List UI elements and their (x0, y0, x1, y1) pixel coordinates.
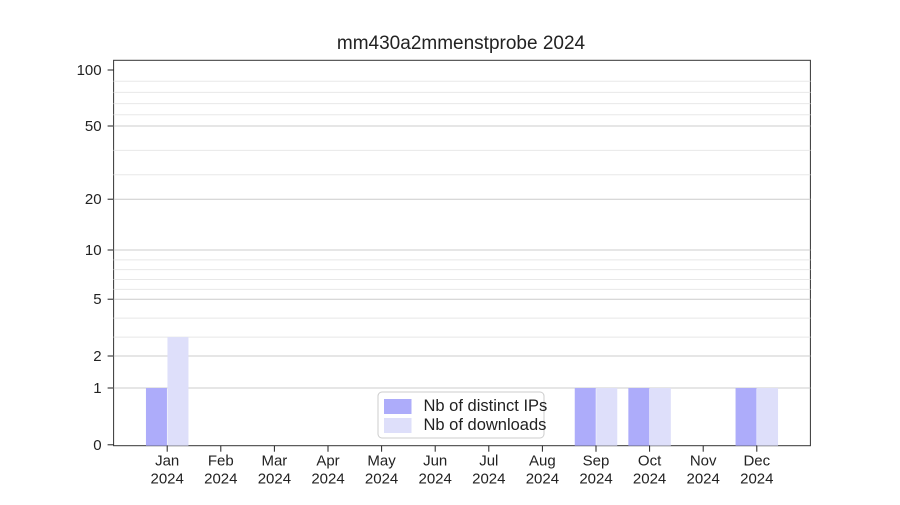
svg-text:2024: 2024 (258, 471, 291, 488)
svg-text:Feb: Feb (208, 453, 234, 470)
svg-text:May: May (367, 453, 396, 470)
svg-text:Jan: Jan (155, 453, 179, 470)
svg-text:2024: 2024 (151, 471, 184, 488)
svg-text:5: 5 (93, 291, 101, 308)
svg-text:10: 10 (85, 242, 102, 259)
svg-text:2: 2 (93, 348, 101, 365)
svg-text:2024: 2024 (472, 471, 505, 488)
svg-text:2024: 2024 (419, 471, 452, 488)
svg-text:2024: 2024 (526, 471, 559, 488)
svg-text:1: 1 (93, 380, 101, 397)
svg-text:2024: 2024 (365, 471, 398, 488)
svg-text:Dec: Dec (743, 453, 770, 470)
svg-text:2024: 2024 (204, 471, 237, 488)
svg-text:20: 20 (85, 191, 102, 208)
svg-text:Nov: Nov (690, 453, 717, 470)
svg-text:2024: 2024 (579, 471, 612, 488)
svg-text:Oct: Oct (638, 453, 662, 470)
svg-text:Sep: Sep (583, 453, 610, 470)
svg-text:2024: 2024 (740, 471, 773, 488)
svg-text:2024: 2024 (311, 471, 344, 488)
svg-text:100: 100 (77, 62, 102, 79)
svg-text:Nb of downloads: Nb of downloads (424, 416, 547, 434)
svg-text:Jul: Jul (479, 453, 498, 470)
svg-text:Mar: Mar (261, 453, 287, 470)
svg-text:Jun: Jun (423, 453, 447, 470)
svg-text:0: 0 (93, 437, 101, 454)
svg-text:Aug: Aug (529, 453, 556, 470)
svg-text:2024: 2024 (633, 471, 666, 488)
svg-text:Nb of distinct IPs: Nb of distinct IPs (424, 397, 548, 415)
svg-text:50: 50 (85, 118, 102, 135)
svg-text:Apr: Apr (316, 453, 339, 470)
svg-text:2024: 2024 (687, 471, 720, 488)
